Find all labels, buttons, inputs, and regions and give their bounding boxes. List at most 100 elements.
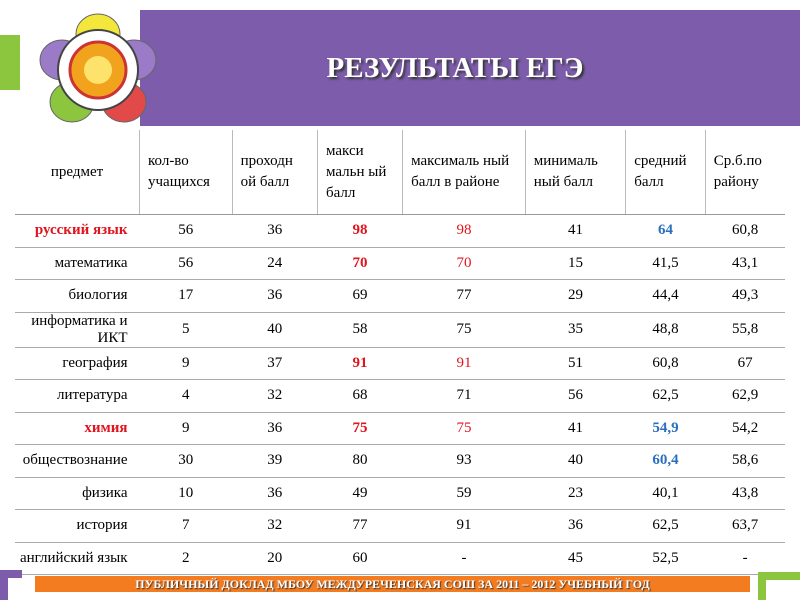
table-cell: физика <box>15 477 140 510</box>
table-cell: 17 <box>139 279 233 313</box>
column-header: проходн ой балл <box>232 130 318 215</box>
table-cell: 62,9 <box>705 379 785 413</box>
table-cell: обществознание <box>15 444 140 478</box>
table-cell: 70 <box>402 247 526 280</box>
table-cell: математика <box>15 247 140 280</box>
table-row: география 9 37 91 91 51 60,8 67 <box>15 347 785 380</box>
table-cell: 5 <box>139 312 233 348</box>
column-header: максималь ный балл в районе <box>402 130 526 215</box>
table-cell: 91 <box>402 509 526 543</box>
table-cell: 60,4 <box>625 444 706 478</box>
table-cell: 51 <box>525 347 626 380</box>
table-cell: 37 <box>232 347 318 380</box>
table-cell: 36 <box>232 412 318 445</box>
table-cell: 60 <box>317 542 403 575</box>
table-row: русский язык 56 36 98 98 41 64 60,8 <box>15 214 785 248</box>
table-cell: 36 <box>232 214 318 248</box>
table-cell: 7 <box>139 509 233 543</box>
table-cell: 32 <box>232 509 318 543</box>
table-cell: 36 <box>525 509 626 543</box>
table-cell: 20 <box>232 542 318 575</box>
table-cell: 62,5 <box>625 379 706 413</box>
table-cell: 52,5 <box>625 542 706 575</box>
table-cell: 80 <box>317 444 403 478</box>
table-cell: 9 <box>139 412 233 445</box>
table-cell: 40,1 <box>625 477 706 510</box>
table-cell: 48,8 <box>625 312 706 348</box>
table-cell: 56 <box>139 214 233 248</box>
table-cell: 69 <box>317 279 403 313</box>
table-cell: 77 <box>402 279 526 313</box>
table-cell: 98 <box>402 214 526 248</box>
table-cell: 9 <box>139 347 233 380</box>
table-cell: 49 <box>317 477 403 510</box>
column-header: минималь ный балл <box>525 130 627 215</box>
table-cell: 2 <box>139 542 233 575</box>
corner-bracket <box>758 572 800 600</box>
footer: ПУБЛИЧНЫЙ ДОКЛАД МБОУ МЕЖДУРЕЧЕНСКАЯ СОШ… <box>35 576 750 592</box>
table-cell: 43,8 <box>705 477 785 510</box>
table-cell: 75 <box>317 412 403 445</box>
table-row: история 7 32 77 91 36 62,5 63,7 <box>15 509 785 543</box>
column-header: макси мальн ый балл <box>317 130 404 215</box>
table-cell: 56 <box>139 247 233 280</box>
table-cell: 36 <box>232 477 318 510</box>
table-cell: 23 <box>525 477 626 510</box>
table-cell: 30 <box>139 444 233 478</box>
accent <box>0 35 20 90</box>
table-cell: информатика и ИКТ <box>15 312 140 348</box>
table-cell: 70 <box>317 247 403 280</box>
table-cell: 49,3 <box>705 279 785 313</box>
table-cell: 36 <box>232 279 318 313</box>
table-cell: география <box>15 347 140 380</box>
table-cell: 60,8 <box>625 347 706 380</box>
table-cell: - <box>402 542 526 575</box>
table-cell: 91 <box>317 347 403 380</box>
table-cell: 54,2 <box>705 412 785 445</box>
table-cell: 45 <box>525 542 626 575</box>
table-cell: 10 <box>139 477 233 510</box>
table-cell: история <box>15 509 140 543</box>
header-row: предмет кол-во учащихся проходн ой балл мак… <box>15 130 785 215</box>
table-cell: 75 <box>402 412 526 445</box>
table-cell: 41 <box>525 214 626 248</box>
header-band <box>140 10 800 126</box>
logo <box>39 13 157 123</box>
table-cell: 56 <box>525 379 626 413</box>
table-cell: 41 <box>525 412 626 445</box>
table-cell: русский язык <box>15 214 140 248</box>
table-row: химия 9 36 75 75 41 54,9 54,2 <box>15 412 785 445</box>
table-cell: 98 <box>317 214 403 248</box>
table-cell: 40 <box>232 312 318 348</box>
table-cell: 41,5 <box>625 247 706 280</box>
column-header: средний балл <box>625 130 706 215</box>
table-cell: 54,9 <box>625 412 706 445</box>
table-cell: 68 <box>317 379 403 413</box>
table-cell: 4 <box>139 379 233 413</box>
table-row: биология 17 36 69 77 29 44,4 49,3 <box>15 279 785 313</box>
table-cell: 62,5 <box>625 509 706 543</box>
table-cell: английский язык <box>15 542 140 575</box>
column-header: кол-во учащихся <box>139 130 233 215</box>
table-row: английский язык 2 20 60-45 52,5- <box>15 542 785 575</box>
table-cell: 29 <box>525 279 626 313</box>
table-cell: 43,1 <box>705 247 785 280</box>
table-cell: 32 <box>232 379 318 413</box>
table-row: математика 56 24 70 70 15 41,5 43,1 <box>15 247 785 280</box>
table-cell: химия <box>15 412 140 445</box>
table-row: физика 10 36 49 59 23 40,1 43,8 <box>15 477 785 510</box>
table-cell: 77 <box>317 509 403 543</box>
table-cell: 64 <box>625 214 706 248</box>
table-cell: 63,7 <box>705 509 785 543</box>
table-cell: 24 <box>232 247 318 280</box>
table-cell: 60,8 <box>705 214 785 248</box>
table-cell: 40 <box>525 444 626 478</box>
table-cell: - <box>705 542 785 575</box>
table-row: литература 4 32 68 71 56 62,5 62,9 <box>15 379 785 413</box>
table-cell: 55,8 <box>705 312 785 348</box>
table-cell: 39 <box>232 444 318 478</box>
table-cell: 91 <box>402 347 526 380</box>
table-row: обществознание 30 39 80 93 40 60,4 58,6 <box>15 444 785 478</box>
corner-bracket <box>0 570 22 600</box>
